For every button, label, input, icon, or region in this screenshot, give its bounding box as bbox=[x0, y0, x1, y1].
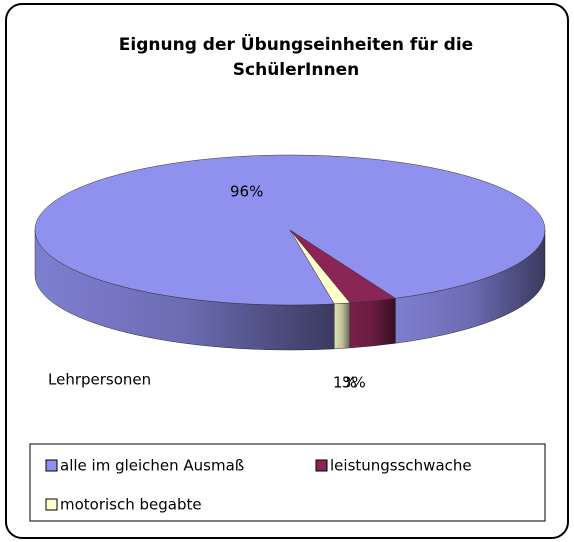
pie-side-shade bbox=[349, 298, 396, 348]
value-label: 96% bbox=[230, 183, 263, 201]
pie-side-shade bbox=[334, 302, 350, 349]
chart-title: SchülerInnen bbox=[233, 60, 359, 80]
pie-side-shade bbox=[35, 230, 335, 350]
legend-swatch bbox=[45, 498, 58, 511]
pie-side-shade bbox=[395, 230, 545, 344]
legend-swatch bbox=[315, 459, 328, 472]
chart-title: Eignung der Übungseinheiten für die bbox=[119, 33, 473, 55]
annotation: Lehrpersonen bbox=[48, 371, 151, 389]
value-label: 1% bbox=[333, 374, 357, 392]
legend-label: motorisch begabte bbox=[60, 496, 202, 514]
value-label: 3% bbox=[342, 374, 366, 392]
legend-box bbox=[29, 443, 546, 522]
legend-label: leistungsschwache bbox=[330, 457, 472, 475]
pie-slice bbox=[289, 229, 351, 305]
legend-swatch bbox=[45, 459, 58, 472]
legend-label: alle im gleichen Ausmaß bbox=[60, 457, 244, 475]
